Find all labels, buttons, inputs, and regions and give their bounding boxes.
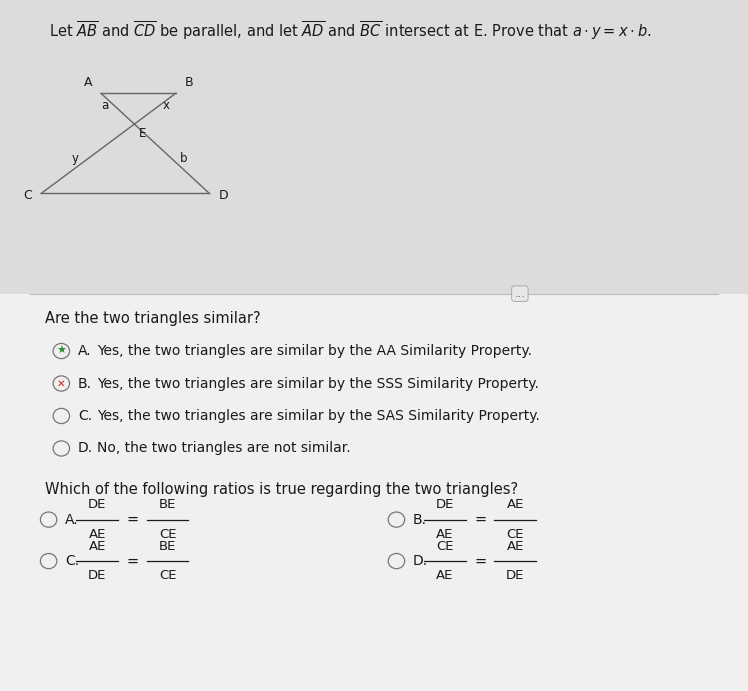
- Text: B.: B.: [78, 377, 92, 390]
- Text: =: =: [474, 553, 486, 569]
- Text: A: A: [84, 76, 92, 89]
- Text: AE: AE: [88, 528, 106, 541]
- Text: ★: ★: [56, 346, 67, 356]
- Text: Yes, the two triangles are similar by the SAS Similarity Property.: Yes, the two triangles are similar by th…: [97, 409, 540, 423]
- Bar: [0, 0, 748, 294]
- Text: AE: AE: [88, 540, 106, 553]
- Text: Let $\overline{AB}$ and $\overline{CD}$ be parallel, and let $\overline{AD}$ and: Let $\overline{AB}$ and $\overline{CD}$ …: [49, 19, 651, 42]
- Text: a: a: [102, 99, 108, 112]
- Text: =: =: [474, 512, 486, 527]
- Text: x: x: [162, 99, 170, 112]
- Text: BE: BE: [159, 540, 177, 553]
- Text: AE: AE: [436, 569, 454, 583]
- Text: CE: CE: [436, 540, 454, 553]
- Text: A.: A.: [65, 513, 79, 527]
- Text: No, the two triangles are not similar.: No, the two triangles are not similar.: [97, 442, 351, 455]
- Text: Are the two triangles similar?: Are the two triangles similar?: [45, 311, 260, 326]
- Text: Which of the following ratios is true regarding the two triangles?: Which of the following ratios is true re…: [45, 482, 518, 497]
- Bar: [0, 294, 748, 691]
- Text: E: E: [139, 127, 146, 140]
- Text: AE: AE: [506, 498, 524, 511]
- Text: D.: D.: [413, 554, 428, 568]
- Text: CE: CE: [506, 528, 524, 541]
- Text: A.: A.: [78, 344, 91, 358]
- Text: B: B: [185, 76, 194, 89]
- Text: =: =: [126, 512, 138, 527]
- Text: BE: BE: [159, 498, 177, 511]
- Text: CE: CE: [159, 569, 177, 583]
- Text: C: C: [23, 189, 32, 202]
- Text: DE: DE: [88, 569, 106, 583]
- Text: C.: C.: [78, 409, 92, 423]
- Text: AE: AE: [506, 540, 524, 553]
- Text: ...: ...: [515, 289, 525, 299]
- Text: DE: DE: [506, 569, 524, 583]
- Text: y: y: [72, 152, 79, 165]
- Text: DE: DE: [88, 498, 106, 511]
- Text: b: b: [180, 152, 187, 165]
- Text: D: D: [218, 189, 228, 202]
- Text: =: =: [126, 553, 138, 569]
- Text: Yes, the two triangles are similar by the AA Similarity Property.: Yes, the two triangles are similar by th…: [97, 344, 533, 358]
- Text: B.: B.: [413, 513, 427, 527]
- Text: ✕: ✕: [57, 379, 66, 388]
- Text: Yes, the two triangles are similar by the SSS Similarity Property.: Yes, the two triangles are similar by th…: [97, 377, 539, 390]
- Text: CE: CE: [159, 528, 177, 541]
- Text: DE: DE: [436, 498, 454, 511]
- Text: D.: D.: [78, 442, 93, 455]
- Text: AE: AE: [436, 528, 454, 541]
- Text: C.: C.: [65, 554, 79, 568]
